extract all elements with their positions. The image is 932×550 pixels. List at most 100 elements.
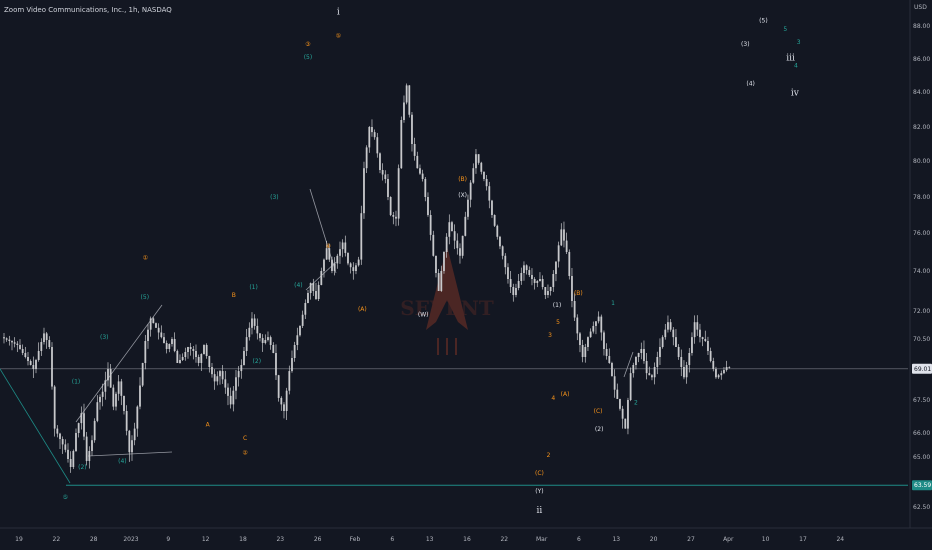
candle-body bbox=[149, 318, 152, 330]
candle-body bbox=[488, 186, 491, 201]
candle-body bbox=[93, 420, 96, 441]
candle-body bbox=[221, 371, 224, 380]
candle-body bbox=[619, 398, 621, 409]
candle-body bbox=[413, 144, 416, 156]
candle-body bbox=[507, 267, 509, 279]
wave-label-layer: ① (5) (3) (1) (2) (4) ⑤ A B C ② (1) (2) (3) (4) ③ (5) i ⑤ ④… bbox=[63, 7, 801, 516]
candle-body bbox=[699, 329, 701, 338]
candle-body bbox=[269, 337, 272, 345]
candle-body bbox=[651, 375, 653, 378]
candle-body bbox=[709, 351, 712, 361]
candle-body bbox=[245, 337, 248, 351]
candle-body bbox=[32, 365, 35, 369]
candle-body bbox=[499, 236, 501, 247]
svg-text:69.01: 69.01 bbox=[914, 366, 931, 373]
candle-body bbox=[539, 279, 541, 281]
candle-body bbox=[584, 347, 587, 357]
candle-body bbox=[133, 428, 136, 441]
candle-body bbox=[360, 213, 363, 260]
y-tick-label: 72.00 bbox=[913, 308, 930, 315]
candle-body bbox=[349, 263, 352, 268]
candle-body bbox=[163, 337, 165, 343]
candle-body bbox=[637, 353, 640, 357]
candle-body bbox=[440, 271, 443, 291]
watermark-arrow-icon bbox=[426, 246, 468, 330]
candle-body bbox=[304, 303, 307, 315]
y-tick-label: 65.00 bbox=[913, 454, 930, 461]
candle-body bbox=[184, 352, 187, 357]
candle-body bbox=[136, 406, 139, 429]
candle-body bbox=[725, 367, 728, 371]
candle-body bbox=[587, 337, 589, 347]
y-tick-label: 62.50 bbox=[913, 504, 930, 511]
candle-body bbox=[419, 168, 421, 174]
candle-body bbox=[632, 365, 635, 374]
candle-body bbox=[365, 147, 368, 169]
candle-body bbox=[515, 288, 517, 295]
candle-body bbox=[339, 249, 341, 256]
candle-body bbox=[131, 440, 133, 453]
candle-body bbox=[608, 356, 611, 363]
x-tick-label: 22 bbox=[500, 536, 508, 543]
x-tick-label: 23 bbox=[276, 536, 284, 543]
candle-body bbox=[219, 371, 221, 377]
candle-body bbox=[16, 343, 19, 345]
candle-body bbox=[181, 357, 184, 360]
candle-body bbox=[27, 357, 29, 361]
candle-body bbox=[352, 267, 355, 271]
candle-body bbox=[491, 200, 493, 215]
candle-body bbox=[85, 436, 88, 461]
candle-body bbox=[459, 248, 461, 256]
candle-body bbox=[293, 345, 296, 358]
candle-body bbox=[621, 408, 624, 419]
candle-body bbox=[357, 259, 360, 266]
candle-body bbox=[475, 154, 477, 169]
wave-label: (3) bbox=[741, 41, 750, 48]
x-tick-label: 10 bbox=[762, 536, 770, 543]
candle-body bbox=[267, 337, 269, 340]
candle-body bbox=[125, 411, 128, 431]
x-tick-label: 20 bbox=[650, 536, 658, 543]
candle-body bbox=[555, 261, 557, 274]
x-axis-panel[interactable] bbox=[0, 528, 932, 550]
wave-label: ii bbox=[537, 506, 543, 516]
wave-label: 2 bbox=[547, 452, 551, 459]
y-axis-panel[interactable] bbox=[910, 0, 932, 550]
candle-body bbox=[171, 339, 173, 344]
candle-body bbox=[416, 155, 419, 169]
candle-body bbox=[29, 361, 32, 365]
candle-body bbox=[64, 444, 67, 450]
candle-body bbox=[685, 365, 688, 378]
candle-body bbox=[141, 363, 144, 386]
candle-body bbox=[59, 433, 61, 439]
wave-label: 3 bbox=[548, 332, 552, 339]
candle-body bbox=[424, 179, 427, 197]
support-price-tag: 63.59 bbox=[912, 480, 932, 491]
wave-label: (B) bbox=[458, 176, 467, 183]
wave-label: A bbox=[206, 421, 211, 428]
candle-body bbox=[531, 275, 533, 279]
x-tick-label: 16 bbox=[463, 536, 471, 543]
candle-body bbox=[325, 248, 328, 260]
candle-body bbox=[573, 301, 576, 318]
candle-body bbox=[667, 322, 669, 330]
candle-body bbox=[3, 337, 5, 339]
candle-body bbox=[301, 314, 304, 326]
wave-label: (A) bbox=[358, 306, 367, 313]
candle-body bbox=[696, 322, 699, 330]
candle-body bbox=[232, 390, 235, 405]
x-tick-label: 28 bbox=[90, 536, 98, 543]
candle-body bbox=[197, 357, 200, 363]
candle-body bbox=[496, 225, 499, 237]
candle-body bbox=[373, 132, 376, 138]
candle-body bbox=[224, 379, 227, 388]
y-tick-label: 86.00 bbox=[913, 56, 930, 63]
candle-body bbox=[579, 333, 581, 345]
candle-body bbox=[120, 381, 123, 396]
candle-body bbox=[717, 375, 720, 378]
candle-body bbox=[83, 413, 85, 437]
candle-body bbox=[363, 168, 365, 214]
candle-body bbox=[381, 170, 384, 175]
candle-body bbox=[456, 240, 459, 249]
